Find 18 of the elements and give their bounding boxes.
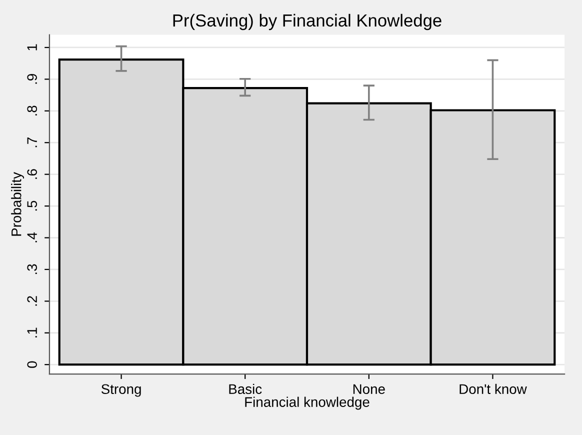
x-tick-label: None: [353, 384, 385, 394]
y-tick-label: .4: [27, 232, 37, 242]
y-tick-label: .8: [27, 106, 38, 116]
x-axis-title: Financial knowledge: [245, 396, 370, 410]
y-tick-label: 0: [27, 361, 38, 368]
y-tick-label: .5: [27, 200, 38, 211]
chart-title: Pr(Saving) by Financial Knowledge: [173, 14, 442, 30]
y-tick-label: .9: [27, 74, 38, 84]
x-tick-label: Strong: [101, 384, 141, 397]
y-tick-label: .3: [27, 264, 38, 274]
x-tick-label: Basic: [229, 384, 262, 394]
y-tick-label: .1: [27, 328, 37, 338]
y-tick-label: .7: [27, 138, 37, 148]
y-tick-label: .6: [27, 169, 38, 179]
x-tick-label: Don't know: [460, 384, 527, 394]
y-tick-label: 1: [27, 44, 37, 50]
y-tick-label: .2: [27, 296, 37, 306]
y-axis-title: Probability: [11, 172, 24, 236]
